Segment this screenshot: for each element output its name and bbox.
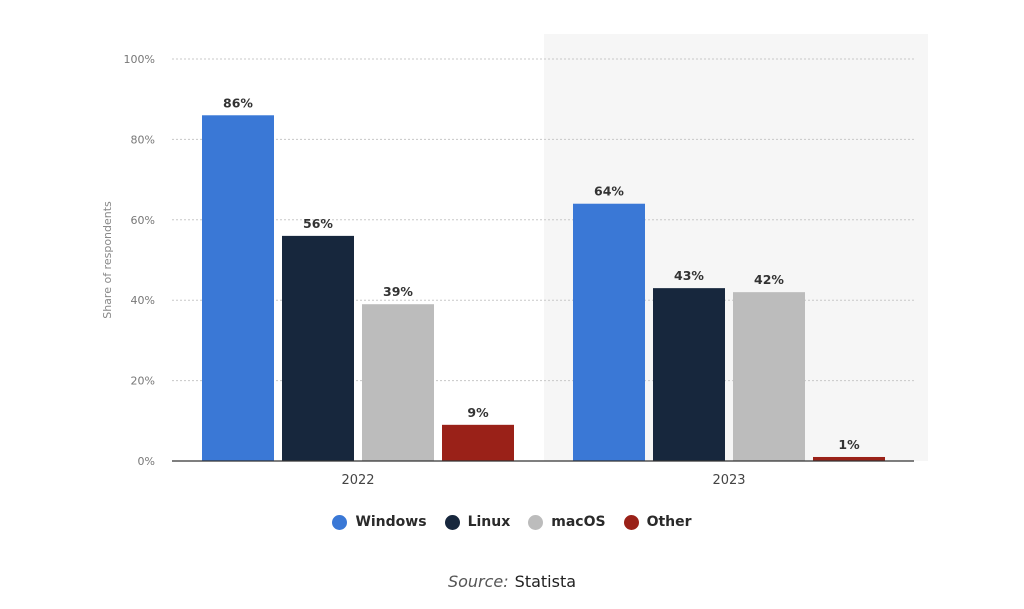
data-label: 86% xyxy=(223,95,253,110)
legend-label: Other xyxy=(646,514,692,530)
data-label: 1% xyxy=(838,437,860,452)
x-tick-label: 2023 xyxy=(712,473,745,488)
bar-linux-2022 xyxy=(282,235,354,461)
legend-swatch-icon xyxy=(623,514,639,530)
bar-macos-2022 xyxy=(362,304,434,461)
y-tick-label: 0% xyxy=(138,455,155,468)
legend-label: Linux xyxy=(467,514,511,530)
y-tick-label: 80% xyxy=(131,133,155,146)
source-name: Statista xyxy=(514,572,577,591)
data-label: 9% xyxy=(467,405,489,420)
data-label: 64% xyxy=(594,184,624,199)
bar-other-2022 xyxy=(442,424,514,461)
source-prefix: Source: xyxy=(447,572,509,591)
x-tick-label: 2022 xyxy=(341,473,374,488)
legend-swatch-icon xyxy=(332,514,348,530)
legend-swatch-icon xyxy=(528,514,544,530)
legend-label: Windows xyxy=(355,514,427,530)
y-tick-label: 20% xyxy=(131,375,155,388)
bar-windows-2023 xyxy=(573,203,645,461)
data-label: 39% xyxy=(383,284,413,299)
bar-macos-2023 xyxy=(733,292,805,461)
legend-item-windows[interactable]: Windows xyxy=(332,514,427,530)
bar-windows-2022 xyxy=(202,115,274,461)
data-label: 43% xyxy=(674,268,704,283)
legend: Windows Linux macOS Other xyxy=(0,514,1024,530)
bar-other-2023 xyxy=(813,456,885,461)
legend-item-macos[interactable]: macOS xyxy=(528,514,606,530)
legend-label: macOS xyxy=(551,514,606,530)
legend-item-other[interactable]: Other xyxy=(623,514,692,530)
legend-item-linux[interactable]: Linux xyxy=(444,514,511,530)
y-tick-label: 40% xyxy=(131,294,155,307)
data-label: 42% xyxy=(754,272,784,287)
legend-swatch-icon xyxy=(444,514,460,530)
data-label: 56% xyxy=(303,216,333,231)
bar-linux-2023 xyxy=(653,288,725,461)
y-tick-label: 60% xyxy=(131,214,155,227)
y-axis-title: Share of respondents xyxy=(101,201,114,319)
y-tick-label: 100% xyxy=(124,53,155,66)
source-line: Source: Statista xyxy=(0,572,1024,591)
